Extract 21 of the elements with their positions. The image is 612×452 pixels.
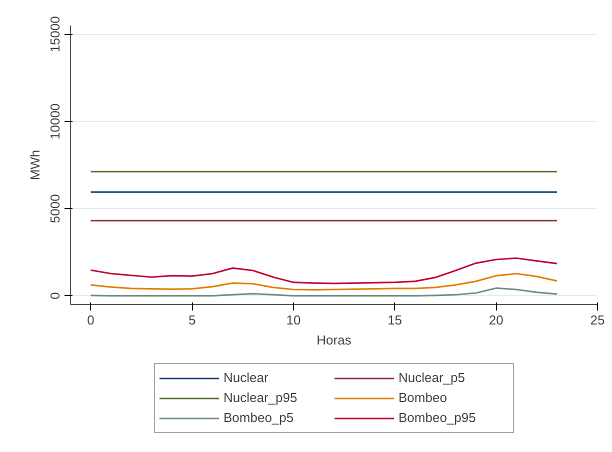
x-axis-title: Horas [316, 332, 352, 348]
x-tick-label: 25 [590, 312, 605, 328]
legend-label: Nuclear [224, 370, 270, 385]
x-tick-label: 10 [286, 312, 301, 328]
x-tick-label: 5 [188, 312, 196, 328]
legend-label: Bombeo_p5 [224, 410, 295, 425]
line-series [90, 287, 558, 297]
y-axis-title: MWh [28, 150, 42, 180]
legend-label: Bombeo_p95 [398, 410, 477, 425]
y-tick-label: 5000 [48, 194, 62, 224]
x-tick-label: 0 [87, 312, 94, 328]
legend-label: Nuclear_p95 [224, 390, 298, 405]
line-series [90, 272, 558, 291]
y-tick-label: 15000 [48, 16, 62, 52]
x-tick-label: 20 [488, 312, 504, 328]
legend-label: Bombeo [398, 390, 448, 405]
y-tick-label: 0 [48, 292, 62, 300]
y-tick-label: 10000 [48, 103, 62, 140]
line-series [90, 257, 558, 284]
legend-label: Nuclear_p5 [398, 370, 466, 385]
x-tick-label: 15 [388, 312, 402, 328]
